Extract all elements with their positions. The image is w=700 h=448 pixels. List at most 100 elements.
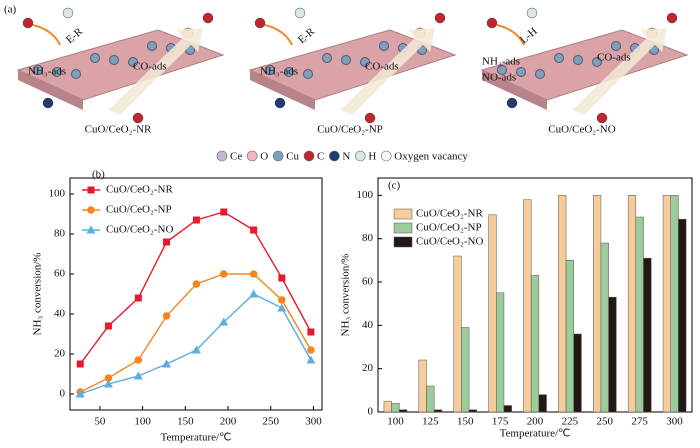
atom [90,53,100,63]
x-tick-label: 125 [422,416,439,428]
atom [284,67,294,77]
bar [503,405,512,413]
bar [565,260,574,413]
marker [250,226,258,234]
panel-caption: CuO/CeO₂-NP [317,124,383,136]
molecule [666,12,678,24]
marker [162,359,172,368]
slab-side [18,70,83,110]
molecule [274,97,286,109]
bar [468,409,477,413]
bar [530,275,540,413]
legend-atom [272,150,284,162]
bar [662,195,671,413]
molecule [22,17,34,29]
marker [306,355,316,364]
molecule [62,7,74,19]
x-tick-label: 100 [134,416,151,428]
marker [103,379,113,388]
y-tick-label: 20 [54,348,66,360]
schematic-label: CO-ads [597,52,631,64]
legend-atom [355,150,366,162]
marker [191,345,201,354]
y-tick-label: 0 [60,388,66,400]
molecule [132,112,144,124]
panel-caption: CuO/CeO₂-NO [548,124,615,136]
x-tick-label: 300 [666,416,683,428]
legend-marker [87,206,95,214]
bar [399,409,408,413]
molecule [434,12,446,24]
marker [133,371,143,380]
y-tick-label: 0 [368,406,374,418]
marker [134,294,142,302]
legend-swatch [393,222,413,234]
atom [52,67,62,77]
legend-atom [329,150,340,162]
panel-label: (b) [92,169,105,181]
marker [249,270,258,278]
legend-label: Oxygen vacancy [394,151,468,163]
x-tick-label: 250 [262,416,279,428]
atom [360,57,370,67]
x-tick-label: 275 [631,416,648,428]
x-tick-label: 300 [305,416,322,428]
x-tick-label: 150 [177,416,194,428]
schematic-label: NO-ads [482,72,516,84]
bar [573,333,582,413]
atom [265,65,275,75]
schematic-label: NH₃-ads [260,66,298,78]
legend-label: Ce [230,151,242,163]
legend-atom [246,150,258,162]
bar [600,242,609,413]
bar [418,359,427,413]
legend-atom [380,150,392,162]
legend-label: CuO/CeO₂-NP [416,222,482,234]
marker [220,208,228,216]
y-axis-label: NH₃ conversion/% [32,253,44,336]
schematic-label: CO-ads [365,61,399,73]
atom [554,53,564,63]
molecule [294,7,306,19]
y-tick-label: 80 [362,232,374,244]
atom [33,65,43,75]
slab-side [250,70,315,110]
adsorb-arrow [264,24,293,46]
x-tick-label: 225 [562,416,579,428]
molecule [42,97,54,109]
atom [379,41,389,51]
molecule [364,112,376,124]
bar [461,327,470,413]
marker [104,374,113,382]
atom [109,55,119,65]
x-tick-label: 200 [220,416,237,428]
x-tick-label: 100 [387,416,404,428]
x-tick-label: 200 [527,416,544,428]
bar [593,195,602,413]
marker [278,274,286,282]
legend-label: Cu [286,151,299,163]
legend-atom [303,150,315,162]
marker [104,322,112,330]
flow-arrow [340,28,435,115]
schematic-label: L-H [518,25,540,46]
legend-label: N [342,151,350,163]
y-tick-label: 80 [54,228,66,240]
bar [558,195,567,413]
atom [611,41,621,51]
legend-label: CuO/CeO₂-NP [106,204,172,216]
legend-label: CuO/CeO₂-NR [416,208,483,220]
legend-swatch [393,208,413,220]
bar [670,195,679,413]
atom [147,41,157,51]
marker [277,303,287,312]
y-tick-label: 40 [54,308,66,320]
bar [678,218,687,413]
molecule [202,12,214,24]
marker [307,328,315,336]
atom [341,55,351,65]
y-axis-label: NH₃ conversion/% [340,254,352,337]
legend-atom [216,150,228,162]
atom [516,67,526,77]
atom [535,69,545,79]
